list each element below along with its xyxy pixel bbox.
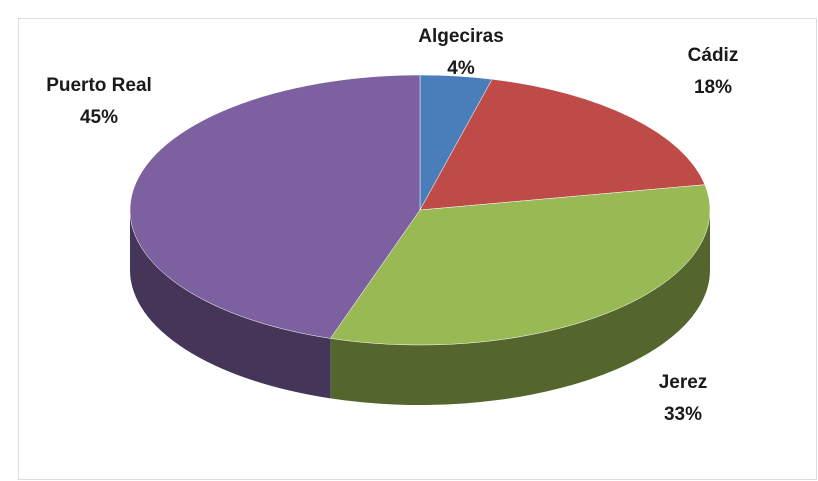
slice-label: Algeciras bbox=[418, 26, 504, 47]
slice-side bbox=[330, 210, 710, 405]
slice-label: Cádiz bbox=[688, 45, 739, 66]
slice bbox=[419, 78, 706, 211]
labels: Algeciras 4% Cádiz 18% Jerez 33% Puerto Real 45… bbox=[46, 26, 738, 425]
value-label: 4% bbox=[447, 58, 475, 79]
value-label: 33% bbox=[664, 404, 702, 425]
slice-label: Jerez bbox=[659, 372, 708, 393]
slice-side bbox=[130, 210, 331, 399]
slice-label: Puerto Real bbox=[46, 75, 152, 96]
value-label: 18% bbox=[694, 77, 732, 98]
slice bbox=[129, 74, 421, 339]
pie bbox=[129, 74, 711, 405]
slice bbox=[329, 184, 711, 346]
value-label: 45% bbox=[80, 107, 118, 128]
